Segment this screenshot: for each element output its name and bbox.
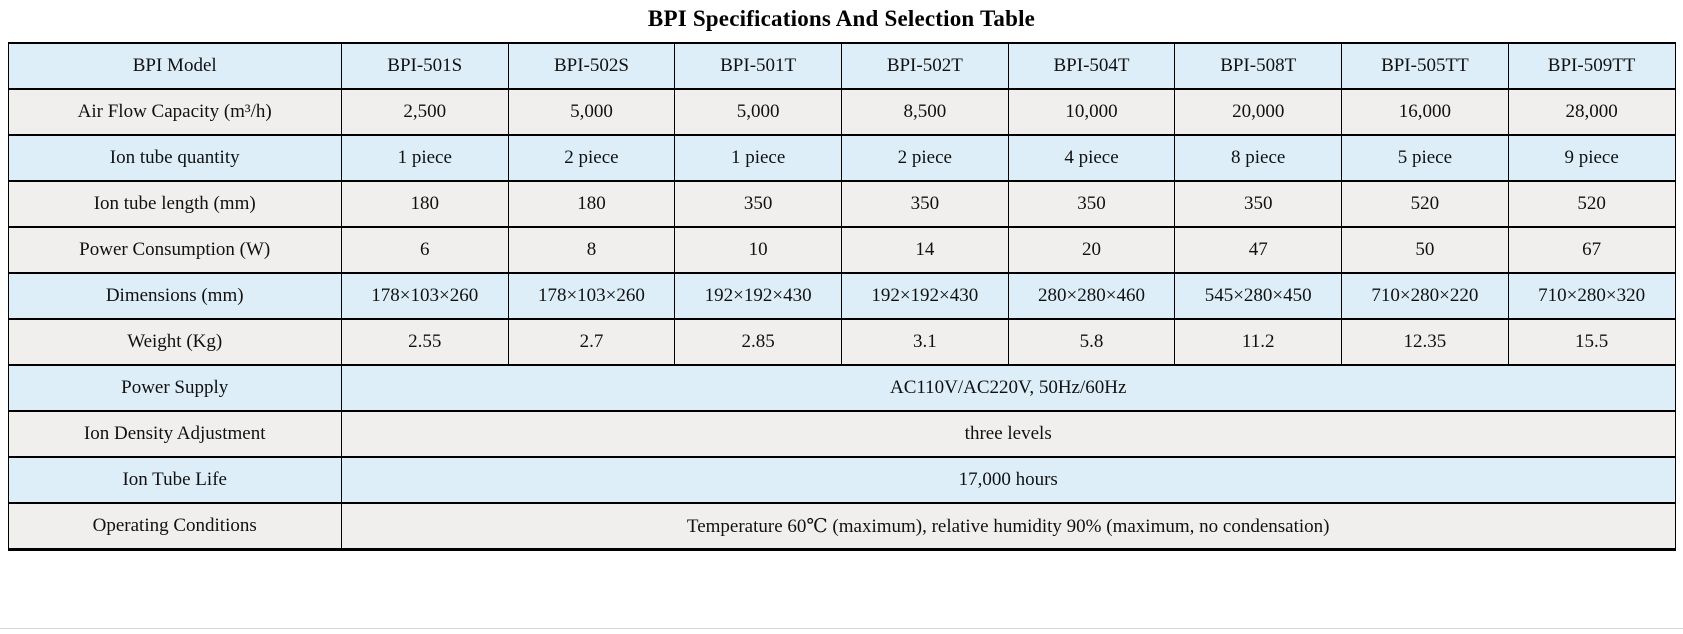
row-label: Ion tube quantity (7, 134, 342, 182)
row-label: Dimensions (mm) (7, 272, 342, 320)
spec-value-cell: 50 (1341, 226, 1509, 274)
spec-value-cell: 350 (1007, 180, 1176, 228)
spec-value-cell: 1 piece (340, 134, 509, 182)
spec-value-cell: 11.2 (1174, 318, 1343, 366)
span-row: Power Supply AC110V/AC220V, 50Hz/60Hz (7, 364, 1676, 412)
spec-value-cell: 16,000 (1341, 88, 1509, 136)
spec-value-cell: 3.1 (840, 318, 1009, 366)
spec-value-cell: 12.35 (1341, 318, 1509, 366)
spec-row: Ion tube quantity 1 piece 2 piece 1 piece 2 … (7, 134, 1676, 182)
spec-value-cell: 178×103×260 (340, 272, 509, 320)
spec-table-body: BPI Model BPI-501S BPI-502S BPI-501T BPI-502… (7, 42, 1676, 551)
span-row: Operating Conditions Temperature 60℃ (max… (7, 502, 1676, 551)
spec-row: Air Flow Capacity (m³/h) 2,500 5,000 5,000 8… (7, 88, 1676, 136)
spec-value-cell: 67 (1507, 226, 1676, 274)
spec-value-cell: 2.7 (507, 318, 676, 366)
row-label: Power Consumption (W) (7, 226, 342, 274)
spec-row: Power Consumption (W) 6 8 10 14 20 47 50 67 (7, 226, 1676, 274)
model-header-cell: BPI-504T (1007, 42, 1176, 90)
span-value-cell: three levels (340, 410, 1676, 458)
row-label: Power Supply (7, 364, 342, 412)
spec-value-cell: 350 (1174, 180, 1343, 228)
row-label: Air Flow Capacity (m³/h) (7, 88, 342, 136)
row-label: Ion tube length (mm) (7, 180, 342, 228)
spec-value-cell: 4 piece (1007, 134, 1176, 182)
row-label: Ion Tube Life (7, 456, 342, 504)
spec-value-cell: 180 (507, 180, 676, 228)
spec-value-cell: 2 piece (840, 134, 1009, 182)
spec-value-cell: 5,000 (674, 88, 842, 136)
spec-value-cell: 10 (674, 226, 842, 274)
spec-value-cell: 8 (507, 226, 676, 274)
model-header-cell: BPI-502T (840, 42, 1009, 90)
spec-value-cell: 180 (340, 180, 509, 228)
spec-row: Dimensions (mm) 178×103×260 178×103×260 192… (7, 272, 1676, 320)
spec-value-cell: 10,000 (1007, 88, 1176, 136)
spec-value-cell: 5,000 (507, 88, 676, 136)
spec-value-cell: 710×280×220 (1341, 272, 1509, 320)
spec-value-cell: 192×192×430 (674, 272, 842, 320)
span-row: Ion Tube Life 17,000 hours (7, 456, 1676, 504)
model-header-cell: BPI-508T (1174, 42, 1343, 90)
model-header-cell: BPI-509TT (1507, 42, 1676, 90)
spec-table: BPI Model BPI-501S BPI-502S BPI-501T BPI-502… (7, 42, 1676, 551)
model-header-cell: BPI-501T (674, 42, 842, 90)
spec-value-cell: 710×280×320 (1507, 272, 1676, 320)
spec-value-cell: 8 piece (1174, 134, 1343, 182)
spec-value-cell: 20 (1007, 226, 1176, 274)
spec-value-cell: 20,000 (1174, 88, 1343, 136)
spec-value-cell: 2 piece (507, 134, 676, 182)
spec-value-cell: 8,500 (840, 88, 1009, 136)
spec-value-cell: 520 (1507, 180, 1676, 228)
span-value-cell: AC110V/AC220V, 50Hz/60Hz (340, 364, 1676, 412)
row-label: Ion Density Adjustment (7, 410, 342, 458)
spec-value-cell: 350 (674, 180, 842, 228)
spec-value-cell: 6 (340, 226, 509, 274)
spec-value-cell: 280×280×460 (1007, 272, 1176, 320)
spec-value-cell: 28,000 (1507, 88, 1676, 136)
span-row: Ion Density Adjustment three levels (7, 410, 1676, 458)
page-title: BPI Specifications And Selection Table (647, 6, 1036, 31)
spec-value-cell: 9 piece (1507, 134, 1676, 182)
model-header-cell: BPI-502S (507, 42, 676, 90)
span-value-cell: 17,000 hours (340, 456, 1676, 504)
header-row: BPI Model BPI-501S BPI-502S BPI-501T BPI-502… (7, 42, 1676, 90)
model-header-cell: BPI-505TT (1341, 42, 1509, 90)
spec-value-cell: 5.8 (1007, 318, 1176, 366)
spec-value-cell: 15.5 (1507, 318, 1676, 366)
spec-value-cell: 14 (840, 226, 1009, 274)
spec-value-cell: 178×103×260 (507, 272, 676, 320)
spec-value-cell: 47 (1174, 226, 1343, 274)
spec-value-cell: 1 piece (674, 134, 842, 182)
bottom-divider (0, 628, 1683, 629)
spec-value-cell: 520 (1341, 180, 1509, 228)
span-value-cell: Temperature 60℃ (maximum), relative humi… (340, 502, 1676, 551)
spec-value-cell: 5 piece (1341, 134, 1509, 182)
spec-value-cell: 350 (840, 180, 1009, 228)
row-label: BPI Model (7, 42, 342, 90)
spec-value-cell: 2.85 (674, 318, 842, 366)
model-header-cell: BPI-501S (340, 42, 509, 90)
spec-row: Weight (Kg) 2.55 2.7 2.85 3.1 5.8 11.2 12.35 15.… (7, 318, 1676, 366)
spec-value-cell: 2,500 (340, 88, 509, 136)
row-label: Weight (Kg) (7, 318, 342, 366)
spec-row: Ion tube length (mm) 180 180 350 350 350 350 52… (7, 180, 1676, 228)
row-label: Operating Conditions (7, 502, 342, 551)
spec-value-cell: 2.55 (340, 318, 509, 366)
spec-value-cell: 545×280×450 (1174, 272, 1343, 320)
spec-value-cell: 192×192×430 (840, 272, 1009, 320)
